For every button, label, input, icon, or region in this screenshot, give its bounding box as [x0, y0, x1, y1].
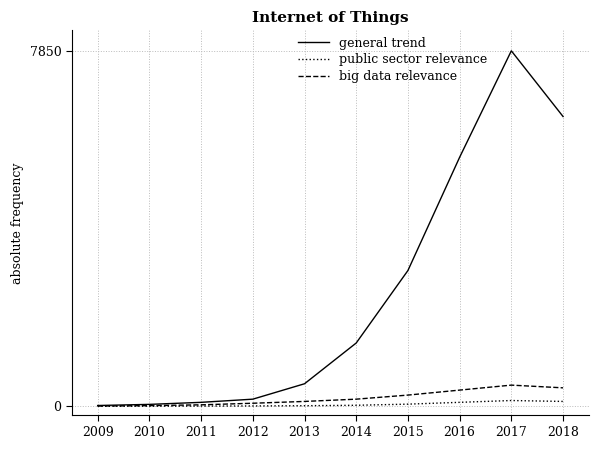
Line: big data relevance: big data relevance — [98, 385, 563, 406]
big data relevance — [353, 396, 360, 402]
general trend — [404, 268, 412, 273]
general trend — [249, 396, 256, 402]
Title: Internet of Things: Internet of Things — [252, 11, 409, 25]
general trend — [353, 340, 360, 346]
general trend — [197, 400, 205, 405]
big data relevance — [456, 387, 463, 393]
big data relevance — [508, 382, 515, 388]
big data relevance — [404, 392, 412, 398]
big data relevance — [146, 403, 153, 408]
general trend — [508, 48, 515, 54]
Legend: general trend, public sector relevance, big data relevance: general trend, public sector relevance, … — [298, 37, 487, 83]
big data relevance — [94, 403, 101, 409]
general trend — [559, 114, 566, 119]
general trend — [301, 381, 308, 387]
general trend — [146, 402, 153, 407]
public sector relevance — [508, 398, 515, 403]
public sector relevance — [146, 404, 153, 409]
public sector relevance — [456, 400, 463, 405]
big data relevance — [249, 400, 256, 406]
Line: general trend: general trend — [98, 51, 563, 405]
public sector relevance — [301, 403, 308, 409]
public sector relevance — [559, 399, 566, 404]
public sector relevance — [94, 404, 101, 409]
public sector relevance — [404, 401, 412, 407]
general trend — [94, 403, 101, 408]
big data relevance — [301, 399, 308, 404]
public sector relevance — [249, 403, 256, 409]
Y-axis label: absolute frequency: absolute frequency — [11, 162, 24, 284]
general trend — [456, 155, 463, 160]
big data relevance — [197, 402, 205, 408]
public sector relevance — [197, 403, 205, 409]
Line: public sector relevance: public sector relevance — [98, 400, 563, 406]
public sector relevance — [353, 403, 360, 408]
big data relevance — [559, 385, 566, 391]
